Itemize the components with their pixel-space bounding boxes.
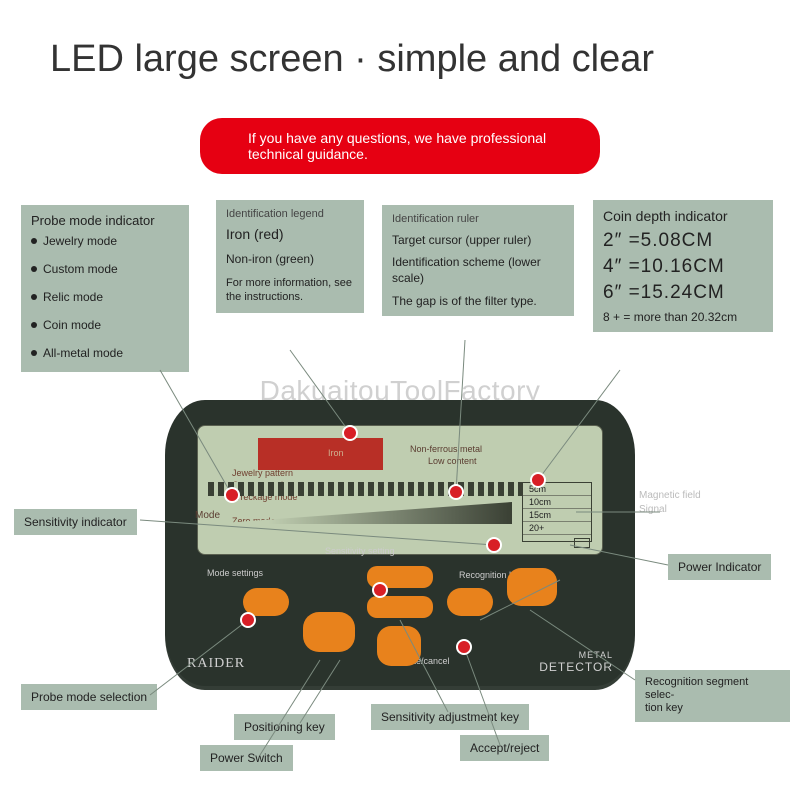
- lcd-screen: Iron Non-ferrous metal Low content Mode …: [197, 425, 603, 555]
- depth-row: 15cm: [523, 509, 591, 522]
- device-button[interactable]: [377, 626, 421, 666]
- id-ruler-line: Target cursor (upper ruler): [392, 233, 564, 247]
- coin-depth-footer: 8 + = more than 20.32cm: [603, 310, 763, 324]
- id-ruler-header: Identification ruler: [392, 213, 564, 225]
- probe-mode-item: Coin mode: [43, 318, 101, 332]
- screen-mode-label: Mode: [195, 510, 220, 521]
- callout-marker: [530, 472, 546, 488]
- mode-settings-label: Mode settings: [207, 568, 263, 578]
- callout-marker: [372, 582, 388, 598]
- probe-mode-callout: Probe mode indicator Jewelry mode Custom…: [21, 205, 189, 372]
- device-button[interactable]: [447, 588, 493, 616]
- screen-lowcontent-label: Low content: [428, 456, 477, 466]
- probe-mode-header: Probe mode indicator: [31, 213, 179, 228]
- brand-right-bottom: DETECTOR: [539, 660, 613, 674]
- signal-label: Signal: [639, 504, 729, 515]
- coin-depth-row: 2″ =5.08CM: [603, 230, 763, 252]
- sens-setting-label: Sensitivity setting: [325, 546, 395, 556]
- screen-iron-label: Iron: [328, 448, 344, 458]
- screen-jewelry-pattern: Jewelry pattern: [232, 468, 293, 478]
- brand-left: RAIDER: [187, 656, 245, 672]
- id-legend-line: Iron (red): [226, 226, 354, 242]
- coin-depth-callout: Coin depth indicator 2″ =5.08CM 4″ =10.1…: [593, 200, 773, 332]
- callout-marker: [456, 639, 472, 655]
- sensitivity-indicator-label: Sensitivity indicator: [14, 509, 137, 535]
- depth-box: 5cm 10cm 15cm 20+: [522, 482, 592, 542]
- coin-depth-row: 6″ =15.24CM: [603, 282, 763, 304]
- power-switch-label: Power Switch: [200, 745, 293, 771]
- callout-marker: [486, 537, 502, 553]
- probe-mode-item: Relic mode: [43, 290, 103, 304]
- lower-ruler-band: [208, 502, 512, 524]
- power-indicator-label: Power Indicator: [668, 554, 771, 580]
- brand-right-top: METAL: [579, 650, 613, 660]
- probe-mode-selection-label: Probe mode selection: [21, 684, 157, 710]
- magnetic-label: Magnetic field: [639, 490, 729, 501]
- device-button[interactable]: [367, 596, 433, 618]
- positioning-key-label: Positioning key: [234, 714, 335, 740]
- depth-row: 10cm: [523, 496, 591, 509]
- id-ruler-callout: Identification ruler Target cursor (uppe…: [382, 205, 574, 316]
- device-button[interactable]: [303, 612, 355, 652]
- callout-marker: [342, 425, 358, 441]
- callout-marker: [448, 484, 464, 500]
- probe-mode-item: Jewelry mode: [43, 234, 117, 248]
- recognition-segment-label: Recognition segment selec- tion key: [635, 670, 790, 722]
- id-ruler-line: The gap is of the filter type.: [392, 294, 564, 308]
- id-legend-line: Non-iron (green): [226, 252, 354, 266]
- detector-device: Iron Non-ferrous metal Low content Mode …: [165, 400, 635, 690]
- id-legend-header: Identification legend: [226, 208, 354, 220]
- probe-mode-item: All-metal mode: [43, 346, 123, 360]
- depth-row: 20+: [523, 522, 591, 535]
- page-title: LED large screen · simple and clear: [50, 38, 654, 81]
- callout-marker: [240, 612, 256, 628]
- sensitivity-adjustment-label: Sensitivity adjustment key: [371, 704, 529, 730]
- callout-marker: [224, 487, 240, 503]
- screen-nonferrous-label: Non-ferrous metal: [410, 444, 482, 454]
- guidance-banner: If you have any questions, we have profe…: [200, 118, 600, 174]
- id-legend-callout: Identification legend Iron (red) Non-iro…: [216, 200, 364, 313]
- battery-icon: [574, 538, 590, 548]
- id-legend-line: For more information, see the instructio…: [226, 276, 354, 305]
- accept-reject-label: Accept/reject: [460, 735, 549, 761]
- id-ruler-line: Identification scheme (lower scale): [392, 255, 564, 286]
- coin-depth-header: Coin depth indicator: [603, 208, 763, 224]
- iron-red-block: [258, 438, 383, 470]
- coin-depth-row: 4″ =10.16CM: [603, 256, 763, 278]
- device-button[interactable]: [507, 568, 557, 606]
- probe-mode-item: Custom mode: [43, 262, 118, 276]
